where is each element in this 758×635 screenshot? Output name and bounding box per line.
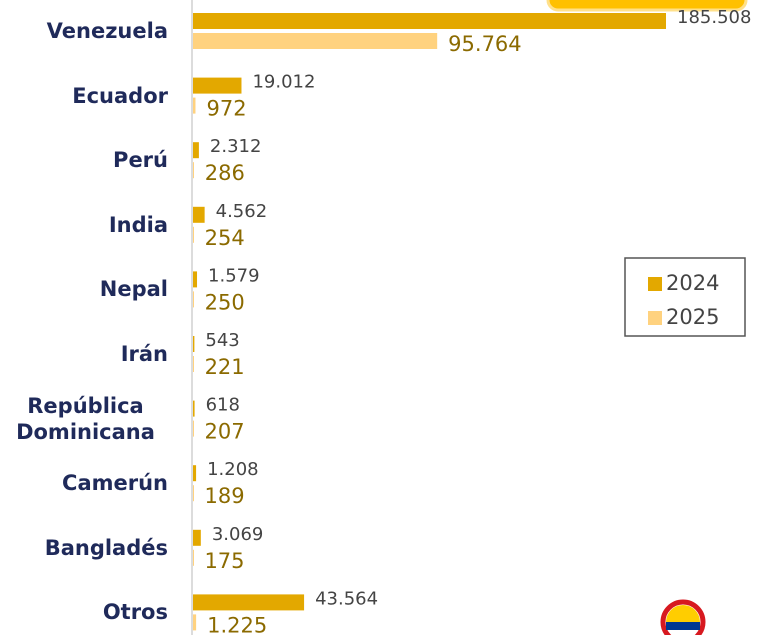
- bar: [193, 226, 194, 243]
- bar: [193, 594, 305, 611]
- bar: [193, 420, 194, 437]
- value-label: 254: [205, 226, 245, 250]
- bar: [193, 162, 194, 179]
- bar: [193, 97, 196, 114]
- value-label: 189: [204, 484, 244, 508]
- bar: [193, 206, 205, 223]
- legend-label: 2025: [666, 305, 719, 329]
- value-label: 972: [206, 97, 246, 121]
- legend-box: [624, 257, 746, 337]
- value-label: 185.508: [677, 7, 751, 28]
- value-label: 4.562: [216, 201, 268, 222]
- value-label: 1.225: [207, 613, 267, 635]
- value-label: 95.764: [448, 32, 521, 56]
- category-label: Camerún: [62, 471, 168, 496]
- value-label: 1.208: [207, 459, 259, 480]
- category-label: Venezuela: [46, 19, 168, 43]
- value-label: 3.069: [212, 524, 264, 545]
- bar: [193, 485, 194, 502]
- logo: [660, 599, 706, 635]
- bar: [193, 271, 198, 288]
- value-label: 207: [205, 420, 245, 444]
- legend-swatch: [648, 277, 662, 291]
- value-label: 286: [205, 161, 245, 185]
- bar: [193, 465, 197, 482]
- category-label: Nepal: [99, 277, 168, 302]
- bar: [193, 336, 195, 352]
- category-label: India: [108, 212, 168, 237]
- value-label: 221: [205, 355, 245, 379]
- bar: [193, 614, 197, 631]
- bar: [193, 33, 438, 49]
- bar: [193, 356, 194, 372]
- category-label: Otros: [102, 600, 168, 625]
- value-label: 543: [205, 330, 239, 351]
- value-label: 250: [205, 290, 245, 314]
- bar: [193, 549, 194, 566]
- category-label: Perú: [113, 148, 168, 173]
- bar: [193, 77, 242, 94]
- value-label: 19.012: [252, 72, 315, 93]
- legend-label: 2024: [666, 271, 719, 295]
- bar: [193, 291, 194, 308]
- category-label: República Dominicana: [16, 393, 155, 444]
- bar: [193, 13, 666, 29]
- category-label: Ecuador: [72, 83, 168, 108]
- value-label: 1.579: [208, 265, 260, 286]
- bar: [193, 400, 195, 417]
- value-label: 618: [206, 395, 240, 416]
- header-badge: [546, 0, 748, 12]
- value-label: 2.312: [210, 136, 262, 157]
- value-label: 43.564: [315, 588, 378, 609]
- legend-swatch: [648, 311, 662, 325]
- category-label: Irán: [120, 342, 168, 366]
- category-label: Bangladés: [44, 535, 168, 560]
- bar: [193, 142, 199, 159]
- value-label: 175: [204, 549, 244, 573]
- bar: [193, 529, 201, 546]
